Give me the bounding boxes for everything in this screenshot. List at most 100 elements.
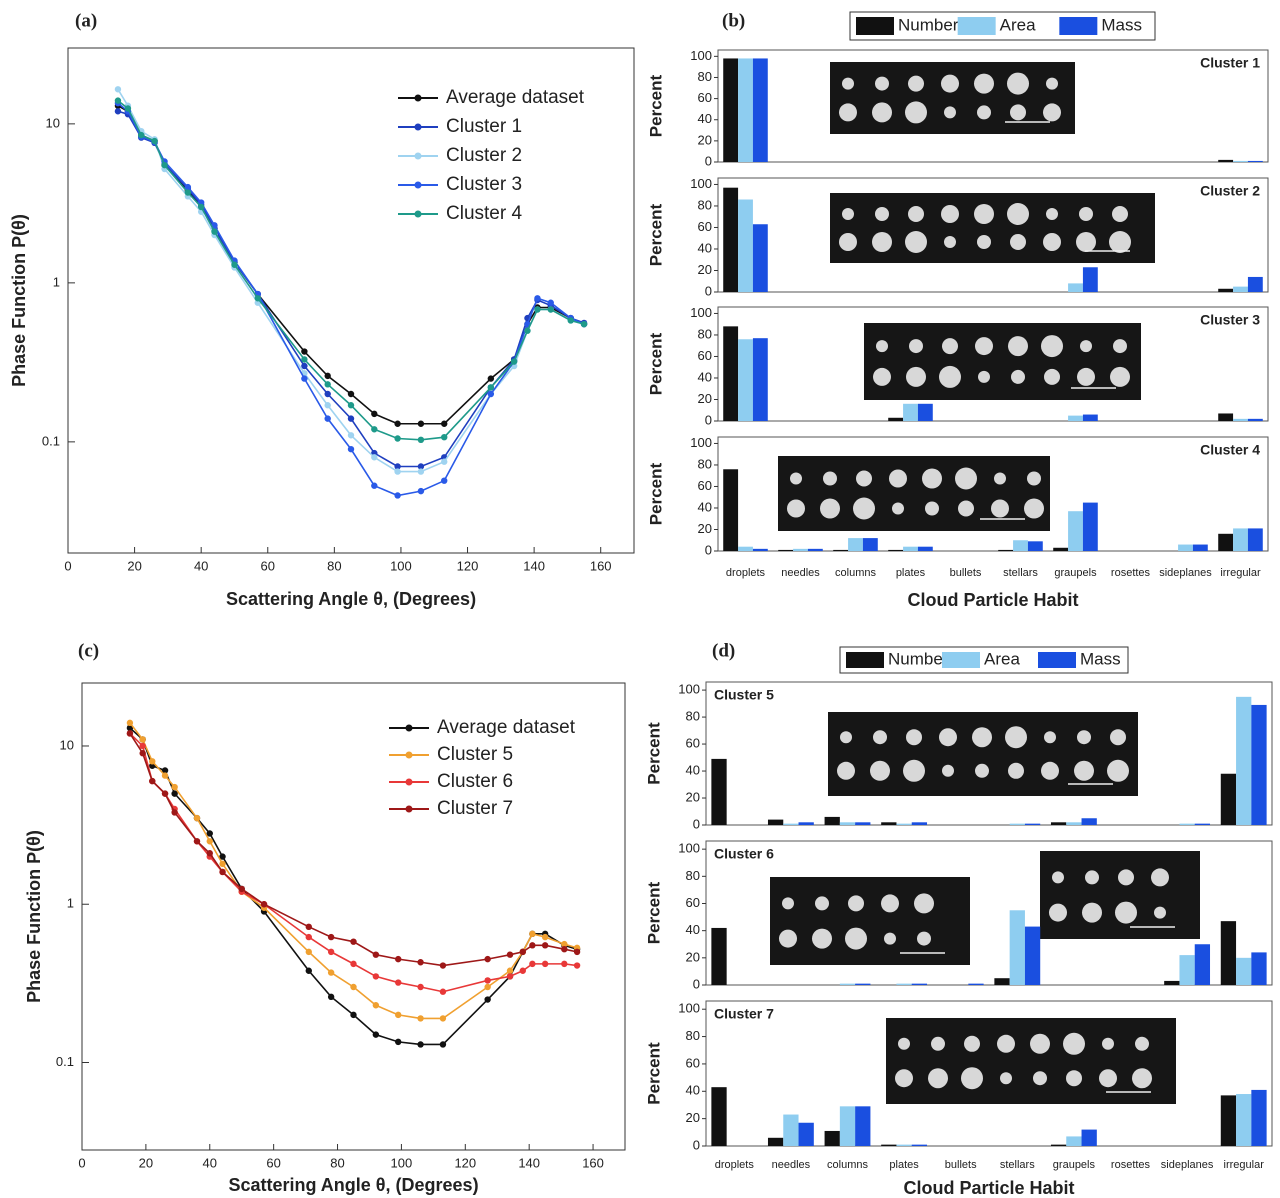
particle <box>873 367 891 386</box>
data-point <box>534 306 541 313</box>
legend-swatch <box>856 17 894 35</box>
x-tick-label: needles <box>772 1159 811 1171</box>
series-line <box>117 99 585 441</box>
bar <box>1233 418 1248 421</box>
data-point <box>184 183 192 191</box>
y-tick-label: 0 <box>705 412 712 427</box>
data-point <box>347 390 355 398</box>
particle <box>1007 72 1029 95</box>
particle <box>905 101 927 124</box>
y-tick-label: 100 <box>690 435 712 450</box>
data-point <box>529 930 536 938</box>
y-tick-label: 1 <box>53 274 60 289</box>
y-tick-label: 40 <box>686 922 700 937</box>
bar <box>798 1122 814 1146</box>
y-tick-label: 40 <box>698 499 712 514</box>
data-point <box>171 783 178 791</box>
particle <box>875 207 889 221</box>
data-point <box>139 742 146 750</box>
data-point <box>324 372 331 380</box>
data-point <box>519 948 526 956</box>
particle <box>908 75 924 92</box>
particle <box>942 338 958 355</box>
x-tick-label: plates <box>896 567 926 579</box>
legend-label: Average dataset <box>446 87 585 108</box>
particle <box>842 208 854 220</box>
x-tick-label: graupels <box>1054 567 1097 579</box>
particle <box>1046 77 1058 90</box>
data-point <box>371 454 378 461</box>
x-tick-label: 120 <box>454 1155 476 1170</box>
data-point <box>347 415 355 422</box>
data-point <box>301 348 308 355</box>
data-point <box>529 960 536 968</box>
particle <box>1027 471 1041 486</box>
data-point <box>193 838 201 845</box>
bar <box>1066 1136 1082 1146</box>
x-tick-label: 20 <box>127 558 141 573</box>
particle <box>820 498 840 519</box>
data-point <box>327 933 335 941</box>
x-tick-label: rosettes <box>1111 1159 1151 1171</box>
bar <box>1233 528 1248 551</box>
particle <box>872 102 892 123</box>
legend-marker <box>414 210 422 218</box>
y-tick-label: 100 <box>690 176 712 191</box>
bar <box>723 469 739 551</box>
legend-swatch <box>846 652 884 668</box>
y-tick-label: 20 <box>698 262 712 277</box>
legend-label: Cluster 7 <box>437 798 513 819</box>
data-point <box>417 1015 424 1022</box>
data-point <box>484 955 491 963</box>
panel-label: (a) <box>75 10 97 31</box>
data-point <box>487 390 495 398</box>
data-point <box>372 1031 380 1038</box>
bar <box>752 58 768 162</box>
x-tick-label: sideplanes <box>1159 567 1212 579</box>
particle <box>839 233 857 251</box>
y-tick-label: 100 <box>678 682 700 697</box>
data-point <box>561 960 568 968</box>
legend-marker <box>414 181 422 189</box>
x-tick-label: 20 <box>139 1155 153 1170</box>
particle <box>1030 1033 1050 1054</box>
particle <box>905 231 927 253</box>
particle <box>1008 762 1024 779</box>
bar <box>1024 926 1041 985</box>
data-point <box>327 969 335 976</box>
particle <box>845 927 867 950</box>
data-point <box>149 758 156 765</box>
particle <box>812 928 832 949</box>
bar <box>738 199 753 292</box>
particle <box>1102 1037 1114 1050</box>
subplot-frame <box>705 840 1273 986</box>
particle <box>1066 1070 1082 1087</box>
data-point <box>260 901 268 908</box>
data-point <box>347 445 355 453</box>
bar <box>917 546 933 551</box>
data-point <box>114 108 122 115</box>
data-point <box>350 983 357 991</box>
particle <box>1024 498 1044 519</box>
data-point <box>211 228 218 235</box>
legend-box <box>849 11 1156 41</box>
bar <box>752 548 768 551</box>
bar <box>998 549 1014 551</box>
particle <box>914 893 934 914</box>
particle <box>944 106 956 119</box>
particle <box>906 729 922 746</box>
data-point <box>371 482 378 489</box>
x-tick-label: 80 <box>330 1155 344 1170</box>
particle <box>840 731 852 744</box>
x-tick-label: 160 <box>582 1155 604 1170</box>
data-point <box>114 86 122 93</box>
particle <box>1011 369 1025 384</box>
data-point <box>417 959 424 966</box>
bar <box>917 403 933 421</box>
bar <box>783 823 799 825</box>
data-point <box>206 838 213 845</box>
bar <box>798 822 814 825</box>
particle <box>1082 902 1102 923</box>
x-tick-label: 0 <box>78 1155 85 1170</box>
particle <box>1044 368 1060 385</box>
